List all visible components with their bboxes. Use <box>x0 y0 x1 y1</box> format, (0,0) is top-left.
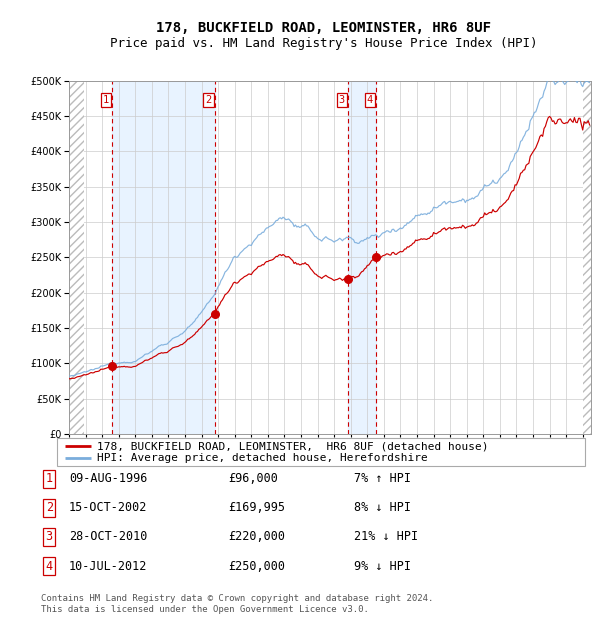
Text: 2: 2 <box>46 502 53 514</box>
Text: 1: 1 <box>103 95 109 105</box>
Text: 2: 2 <box>205 95 212 105</box>
Text: 10-JUL-2012: 10-JUL-2012 <box>69 560 148 572</box>
Text: 09-AUG-1996: 09-AUG-1996 <box>69 472 148 485</box>
Text: 8% ↓ HPI: 8% ↓ HPI <box>354 502 411 514</box>
Text: £250,000: £250,000 <box>228 560 285 572</box>
Text: 21% ↓ HPI: 21% ↓ HPI <box>354 531 418 543</box>
Text: 4: 4 <box>46 560 53 572</box>
Text: 178, BUCKFIELD ROAD, LEOMINSTER, HR6 8UF: 178, BUCKFIELD ROAD, LEOMINSTER, HR6 8UF <box>157 21 491 35</box>
Text: 9% ↓ HPI: 9% ↓ HPI <box>354 560 411 572</box>
Text: 15-OCT-2002: 15-OCT-2002 <box>69 502 148 514</box>
Text: 4: 4 <box>367 95 373 105</box>
Bar <box>112 81 215 434</box>
Text: 178, BUCKFIELD ROAD, LEOMINSTER,  HR6 8UF (detached house): 178, BUCKFIELD ROAD, LEOMINSTER, HR6 8UF… <box>97 441 488 451</box>
Text: 1: 1 <box>46 472 53 485</box>
Text: 7% ↑ HPI: 7% ↑ HPI <box>354 472 411 485</box>
Text: Price paid vs. HM Land Registry's House Price Index (HPI): Price paid vs. HM Land Registry's House … <box>110 37 538 50</box>
Text: £96,000: £96,000 <box>228 472 278 485</box>
Text: £220,000: £220,000 <box>228 531 285 543</box>
Text: Contains HM Land Registry data © Crown copyright and database right 2024.
This d: Contains HM Land Registry data © Crown c… <box>41 595 433 614</box>
Text: 3: 3 <box>46 531 53 543</box>
Text: HPI: Average price, detached house, Herefordshire: HPI: Average price, detached house, Here… <box>97 453 427 463</box>
Text: 28-OCT-2010: 28-OCT-2010 <box>69 531 148 543</box>
Text: 3: 3 <box>339 95 345 105</box>
Text: £169,995: £169,995 <box>228 502 285 514</box>
Bar <box>348 81 376 434</box>
